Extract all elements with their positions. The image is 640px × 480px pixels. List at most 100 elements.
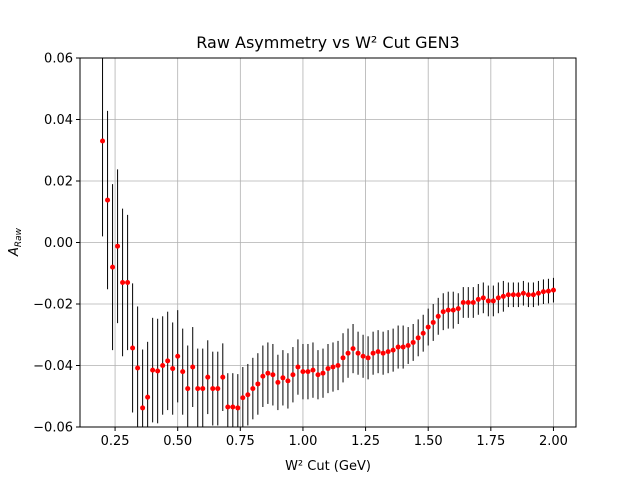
x-tick-label: 1.75: [476, 434, 505, 449]
data-point: [170, 366, 176, 372]
data-point: [515, 292, 521, 298]
data-point: [275, 379, 281, 385]
data-point: [100, 138, 106, 144]
data-point: [330, 364, 336, 370]
data-point: [145, 394, 151, 400]
data-point: [120, 279, 126, 285]
data-point: [305, 369, 311, 375]
data-point: [290, 372, 296, 378]
data-point: [210, 386, 216, 392]
data-point: [370, 350, 376, 356]
y-label-sub: Raw: [14, 227, 24, 247]
data-point: [540, 289, 546, 295]
data-point: [350, 346, 356, 352]
data-point: [440, 309, 446, 315]
y-tick-label: −0.06: [33, 421, 73, 436]
data-point: [165, 358, 171, 364]
y-label-main: A: [7, 247, 22, 257]
data-point: [265, 370, 271, 376]
chart-title: Raw Asymmetry vs W² Cut GEN3: [196, 33, 459, 52]
data-point: [435, 313, 441, 319]
data-point: [190, 364, 196, 370]
data-point: [115, 243, 121, 249]
data-point: [400, 344, 406, 350]
data-point: [355, 350, 361, 356]
y-axis-label: ARaw: [7, 227, 24, 257]
data-point: [105, 197, 111, 203]
y-tick-label: 0.02: [44, 175, 73, 190]
data-point: [130, 345, 136, 351]
data-point: [545, 288, 551, 294]
data-point: [110, 264, 116, 270]
data-point: [325, 366, 331, 372]
y-tick-label: −0.04: [33, 359, 73, 374]
data-point: [445, 307, 451, 313]
data-point: [235, 405, 241, 411]
data-point: [495, 295, 501, 301]
y-tick-label: 0.04: [44, 113, 73, 128]
data-point: [135, 365, 141, 371]
data-point: [280, 375, 286, 381]
data-point: [375, 349, 381, 355]
data-point: [180, 369, 186, 375]
data-point: [140, 405, 146, 411]
data-point: [420, 330, 426, 336]
data-point: [405, 343, 411, 349]
data-point: [485, 298, 491, 304]
data-point: [340, 355, 346, 361]
data-point: [500, 293, 506, 299]
data-point: [200, 386, 206, 392]
x-tick-label: 1.25: [351, 434, 380, 449]
x-axis-label: W² Cut (GeV): [285, 459, 371, 474]
data-point: [285, 378, 291, 384]
data-point: [230, 404, 236, 410]
data-point: [215, 386, 221, 392]
y-tick-label: −0.02: [33, 298, 73, 313]
data-point: [160, 363, 166, 368]
x-tick-label: 0.25: [101, 434, 130, 449]
data-point: [450, 307, 456, 313]
data-point: [535, 290, 541, 296]
data-point: [365, 355, 371, 361]
data-point: [335, 363, 341, 368]
data-point: [465, 299, 471, 305]
data-point: [270, 372, 276, 378]
data-point: [510, 292, 516, 298]
data-point: [520, 290, 526, 296]
data-point: [550, 287, 556, 293]
data-point: [455, 306, 461, 312]
data-point: [155, 368, 161, 374]
data-point: [320, 370, 326, 376]
data-point: [240, 395, 246, 401]
ticks: 0.25 0.50 0.75 1.00 1.25 1.50 1.75 2.00 −0.06 −0.…: [33, 52, 568, 450]
data-point: [415, 335, 421, 341]
data-point: [525, 292, 531, 298]
y-tick-label: 0.06: [44, 52, 73, 67]
data-point: [150, 367, 156, 373]
data-point: [220, 374, 226, 380]
data-point: [125, 279, 131, 285]
plot-area: [100, 58, 556, 427]
data-point: [480, 295, 486, 301]
data-point: [250, 386, 256, 392]
data-point: [460, 299, 466, 305]
data-point: [505, 292, 511, 298]
data-point: [175, 353, 181, 359]
x-tick-label: 1.00: [288, 434, 317, 449]
data-point: [345, 350, 351, 356]
data-point: [385, 349, 391, 355]
data-point: [530, 292, 536, 298]
data-point: [380, 350, 386, 356]
data-point: [225, 404, 231, 410]
data-point: [360, 353, 366, 359]
x-tick-label: 0.50: [163, 434, 192, 449]
data-point: [255, 381, 261, 387]
data-point: [410, 339, 416, 345]
data-point: [260, 373, 266, 379]
data-point: [185, 386, 191, 392]
data-point: [395, 344, 401, 350]
data-point: [245, 392, 251, 398]
data-point: [490, 298, 496, 304]
